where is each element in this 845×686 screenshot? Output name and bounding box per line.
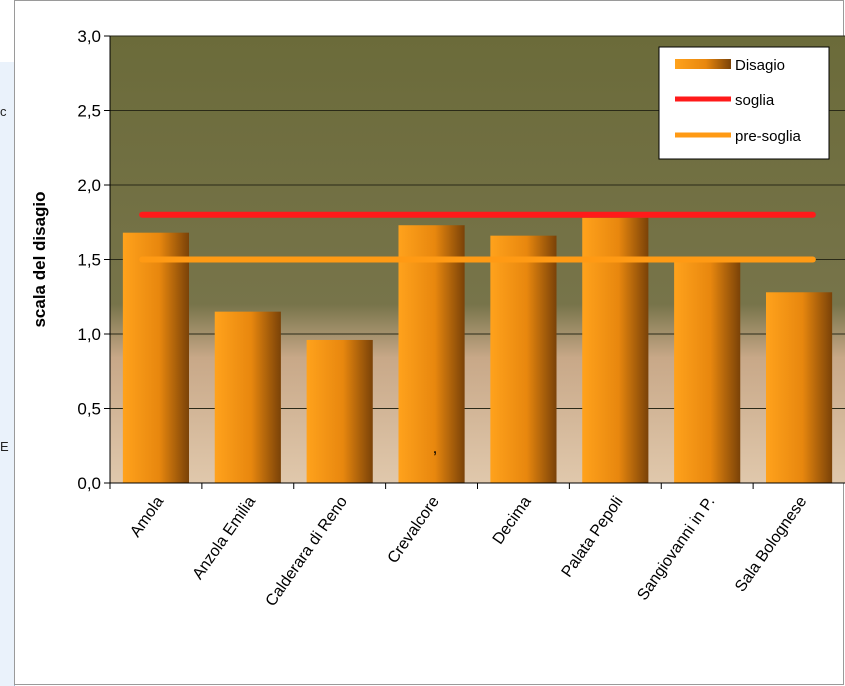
x-category-label: Calderara di Reno [263, 493, 351, 609]
bar [122, 232, 190, 483]
x-category-label: Decima [490, 493, 535, 547]
chart-frame: 0,0 0,5 1,0 1,5 2,0 2,5 3,0 Amola Anzola Emilia… [14, 0, 845, 685]
axes [109, 36, 845, 484]
legend-swatch-bar [675, 59, 731, 69]
side-panel-fragment: c E [0, 62, 15, 686]
x-category-label: Palata Pepoli [559, 494, 627, 581]
bar [490, 235, 557, 483]
y-tick-label: 0,0 [77, 474, 101, 493]
y-tick-label: 0,5 [77, 400, 101, 419]
x-category-label: Sala Bolognese [732, 493, 810, 595]
legend-label: soglia [735, 92, 775, 109]
y-tick-label: 2,0 [77, 176, 101, 195]
side-fragment-text: c [0, 104, 7, 119]
bar [398, 225, 465, 484]
bar-chart: 0,0 0,5 1,0 1,5 2,0 2,5 3,0 Amola Anzola Emilia… [30, 27, 845, 610]
reference-lines [139, 211, 816, 263]
legend-label: Disagio [735, 57, 785, 74]
y-tick-label: 2,5 [77, 102, 101, 121]
y-axis-label: scala del disagio [30, 191, 49, 327]
y-tick-label: 1,0 [77, 325, 101, 344]
bar [306, 339, 373, 483]
x-category-label: Crevalcore [385, 493, 443, 566]
bars-group [122, 217, 833, 484]
y-tick-label: 3,0 [77, 27, 101, 46]
chart-annotation: , [433, 438, 438, 457]
side-fragment-text: E [0, 439, 9, 454]
x-category-label: Sangiovanni in P. [634, 494, 718, 604]
legend: Disagio soglia pre-soglia [658, 46, 830, 160]
bar [674, 262, 741, 483]
x-category-labels: Amola Anzola Emilia Calderara di Reno Creva… [127, 493, 810, 609]
legend-label: pre-soglia [735, 128, 802, 145]
bar [765, 292, 833, 483]
y-tick-label: 1,5 [77, 251, 101, 270]
x-category-label: Anzola Emilia [190, 493, 260, 582]
bar [214, 311, 281, 483]
y-tick-labels: 0,0 0,5 1,0 1,5 2,0 2,5 3,0 [77, 27, 101, 493]
x-category-label: Amola [127, 493, 167, 540]
